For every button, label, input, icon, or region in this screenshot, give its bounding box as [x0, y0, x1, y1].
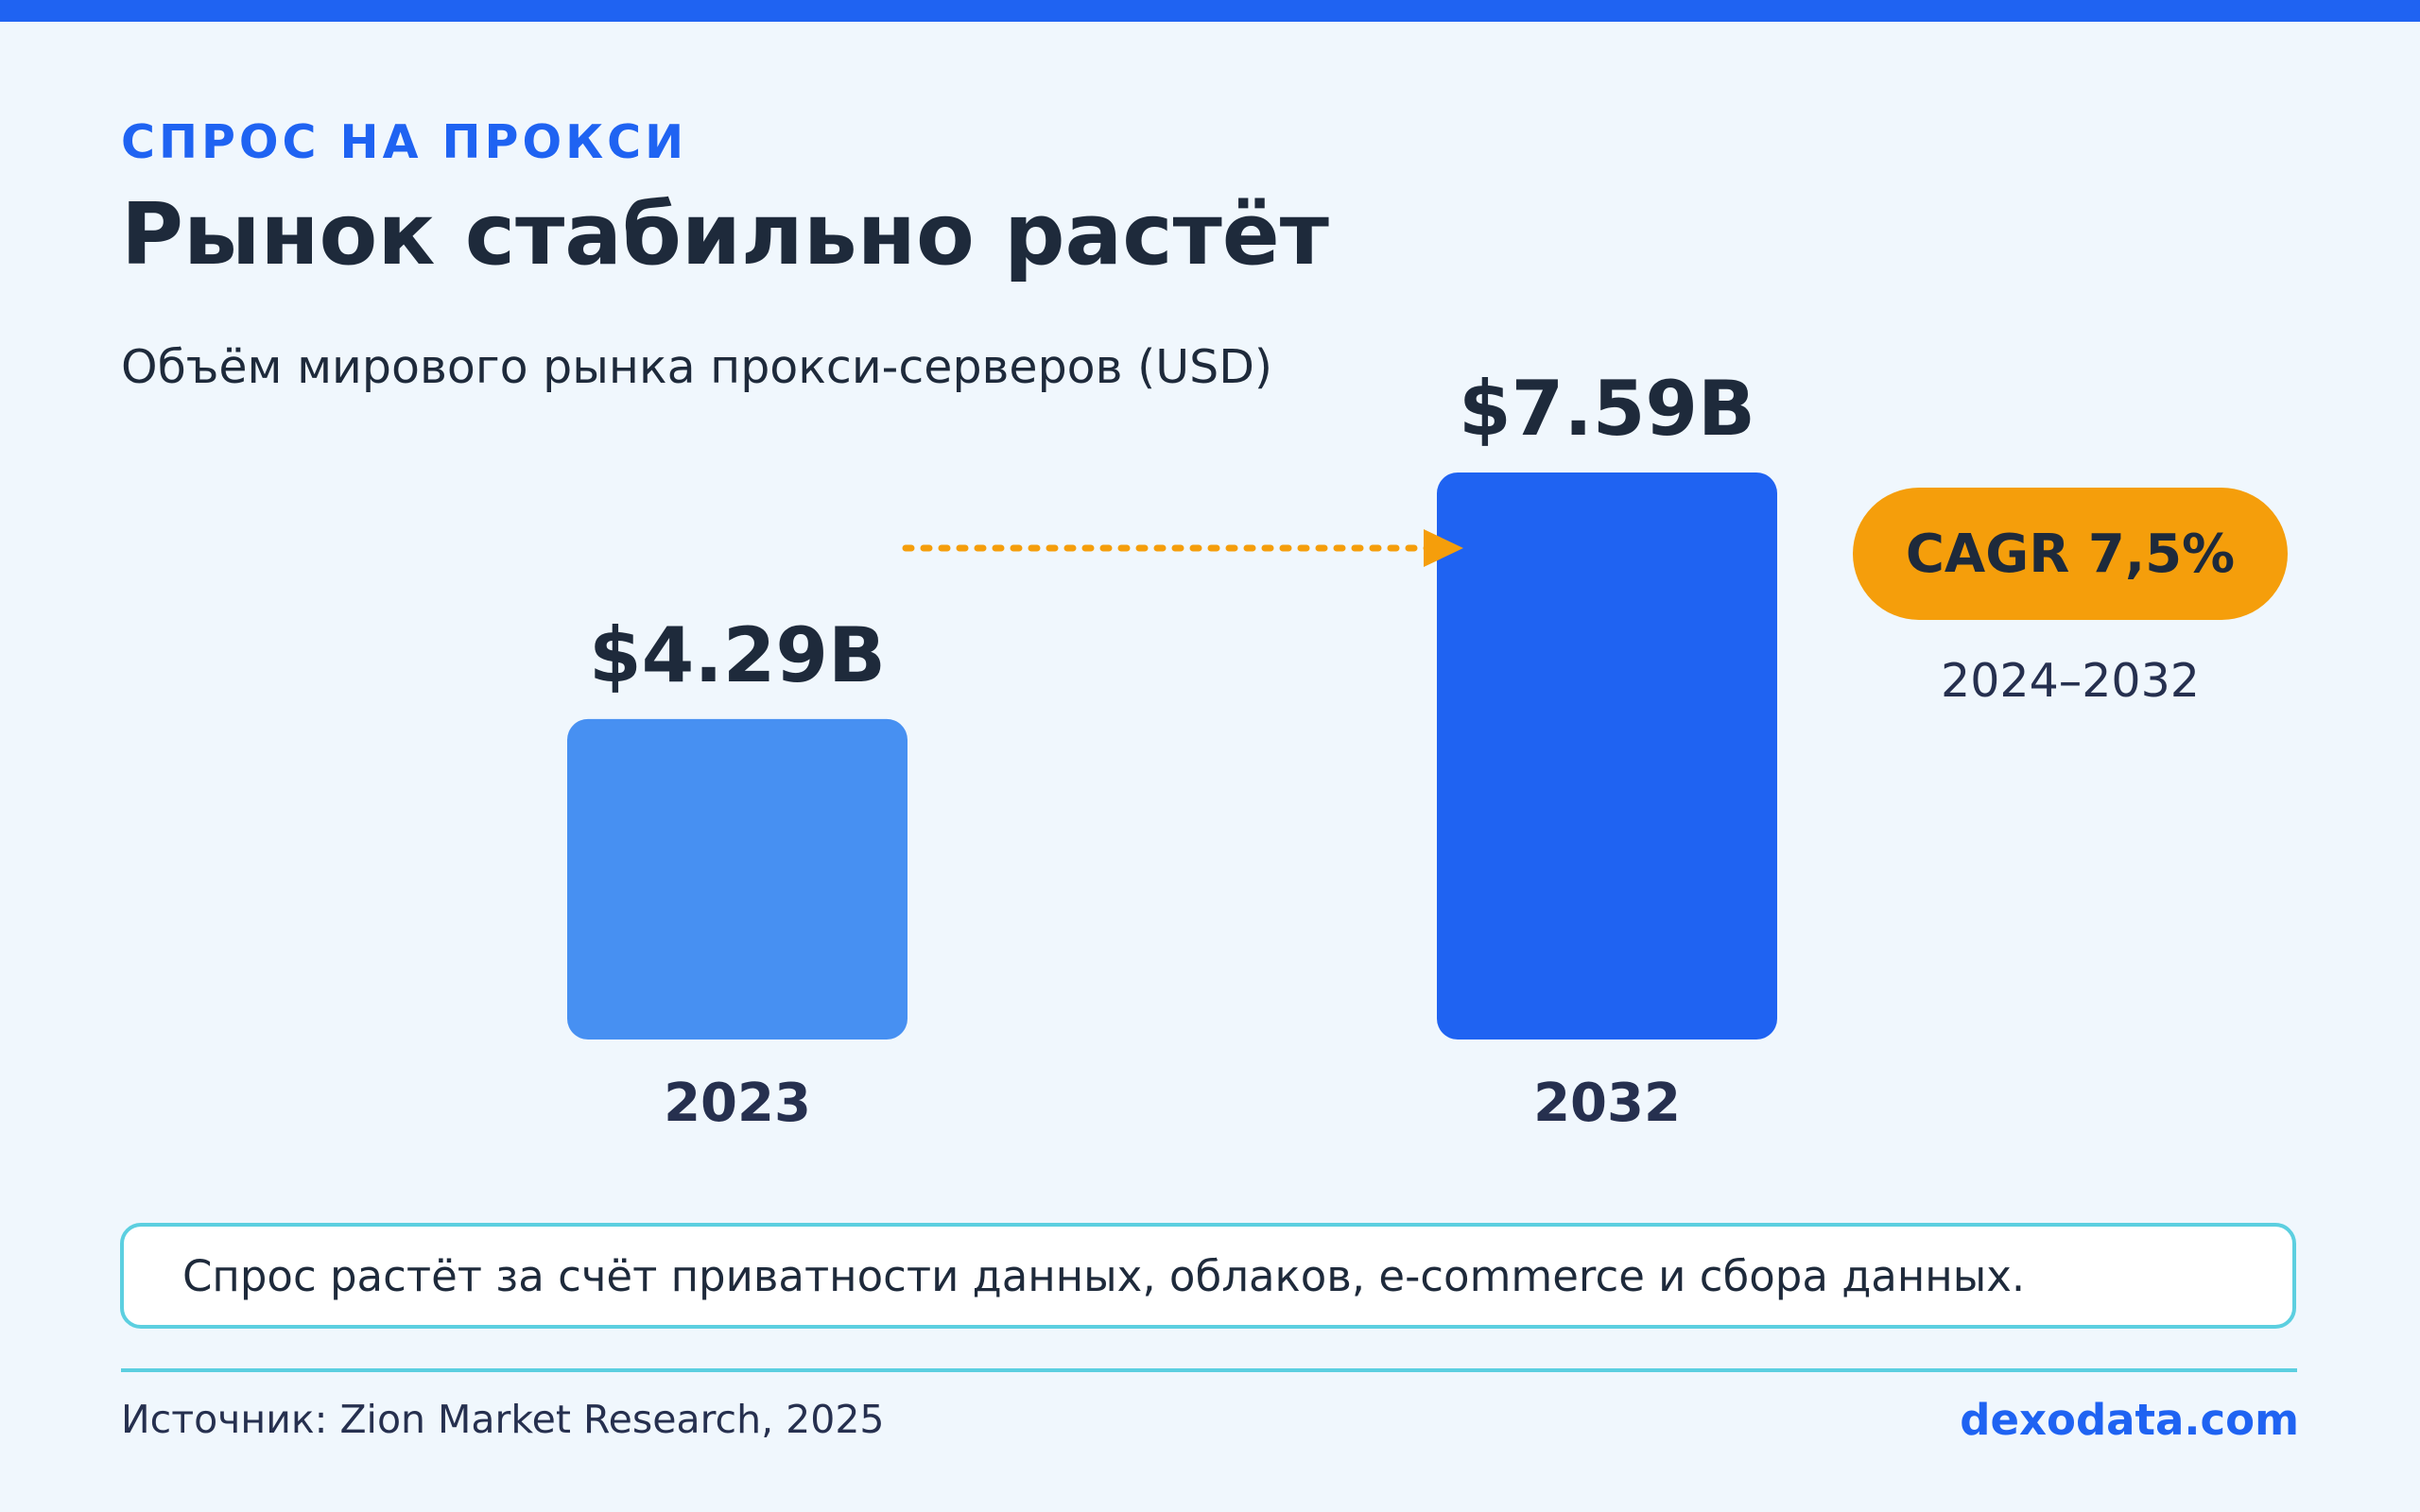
growth-arrow-head [1424, 529, 1463, 567]
category-label-2032: 2032 [1533, 1073, 1681, 1134]
top-accent-bar [0, 0, 2420, 22]
page-title: Рынок стабильно растёт [121, 185, 1329, 284]
footer-divider [121, 1368, 2297, 1372]
insight-note-text: Спрос растёт за счёт приватности данных,… [182, 1250, 2026, 1301]
insight-note: Спрос растёт за счёт приватности данных,… [120, 1223, 2296, 1329]
chart-subtitle: Объём мирового рынка прокси-серверов (US… [121, 340, 1273, 394]
value-label-2023: $4.29B [589, 611, 886, 699]
category-label-2023: 2023 [664, 1073, 811, 1134]
eyebrow-label: СПРОС НА ПРОКСИ [121, 115, 688, 169]
bar-2032 [1437, 472, 1777, 1040]
source-citation: Источник: Zion Market Research, 2025 [121, 1397, 885, 1442]
value-label-2032: $7.59B [1459, 365, 1755, 453]
bar-2023 [567, 718, 908, 1040]
cagr-badge: CAGR 7,5% [1853, 488, 2288, 620]
brand-link[interactable]: dexodata.com [1960, 1395, 2299, 1445]
cagr-period: 2024–2032 [1941, 654, 2200, 708]
bar-chart: $4.29B 2023 $7.59B 2032 [567, 365, 1777, 1134]
